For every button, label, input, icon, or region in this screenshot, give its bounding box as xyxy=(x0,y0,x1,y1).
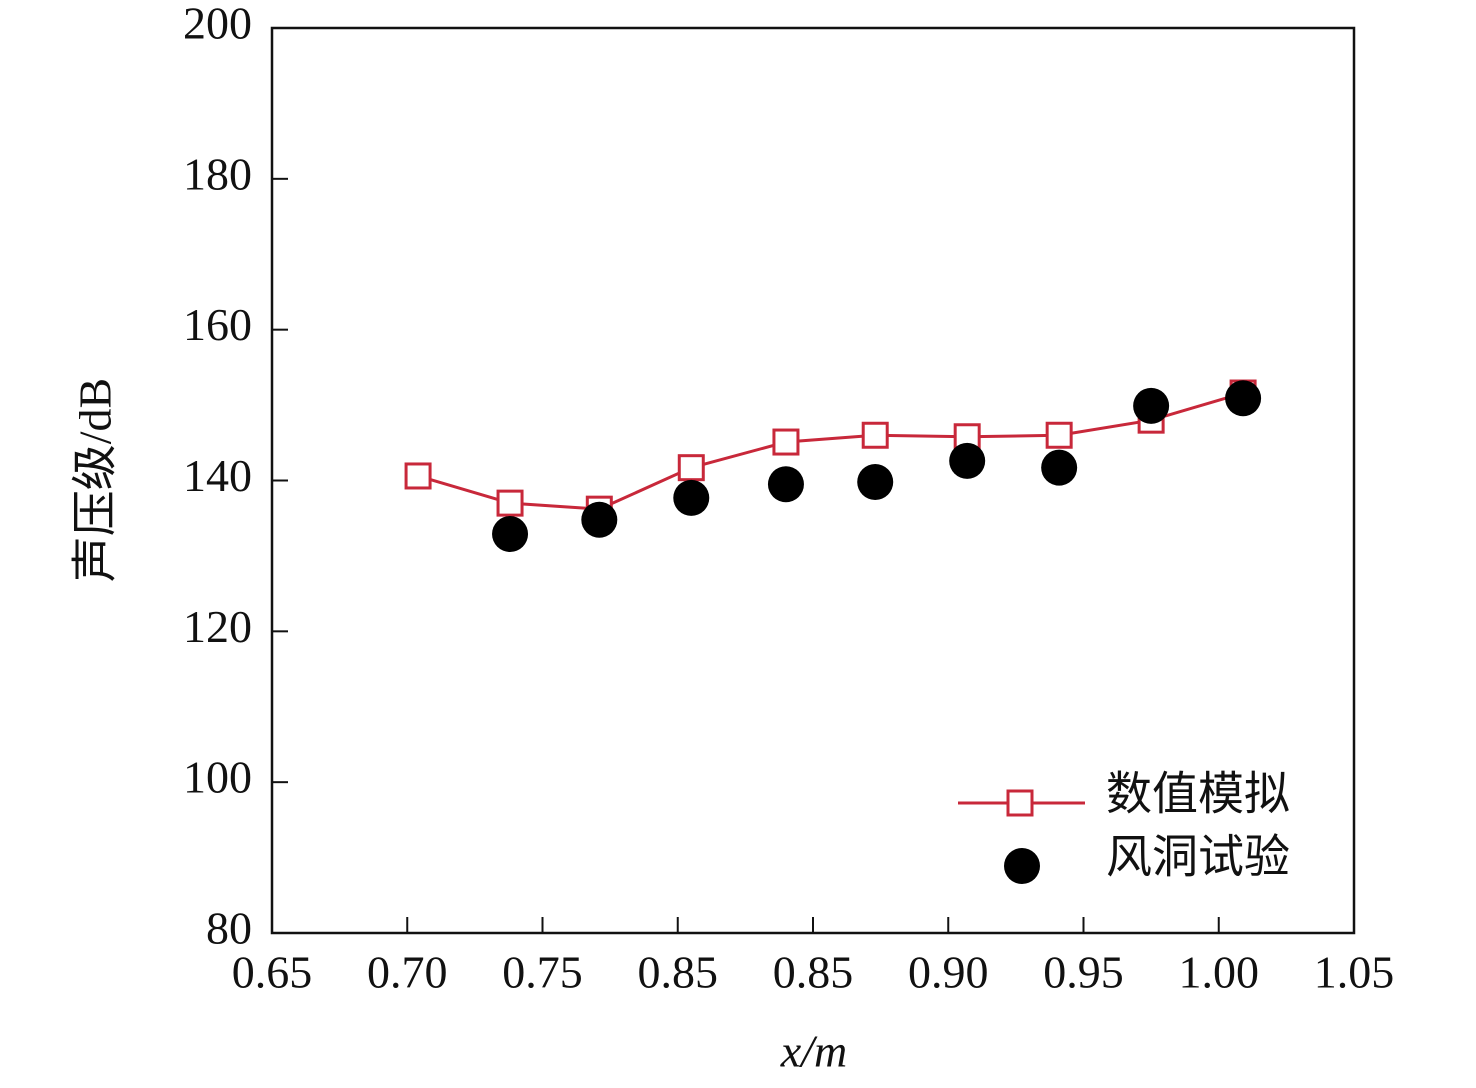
marker xyxy=(949,442,986,479)
x-tick-label: 0.90 xyxy=(908,947,989,998)
marker xyxy=(1133,387,1170,424)
marker xyxy=(1045,421,1073,449)
x-tick-label: 0.75 xyxy=(502,947,583,998)
marker xyxy=(581,501,618,538)
y-tick-label: 80 xyxy=(206,903,252,954)
x-tick-label: 1.05 xyxy=(1314,947,1395,998)
x-axis-label: x/m xyxy=(780,1026,847,1077)
marker xyxy=(861,421,889,449)
marker xyxy=(772,428,800,456)
x-tick-label: 1.00 xyxy=(1179,947,1260,998)
y-tick-label: 140 xyxy=(183,450,252,501)
y-tick-label: 160 xyxy=(183,299,252,350)
legend-label: 风洞试验 xyxy=(1106,832,1290,883)
legend-marker xyxy=(1004,848,1040,884)
marker xyxy=(1041,449,1078,486)
marker xyxy=(404,462,432,490)
x-tick-label: 0.85 xyxy=(638,947,719,998)
x-tick-label: 0.95 xyxy=(1043,947,1124,998)
marker xyxy=(496,489,524,517)
y-tick-label: 100 xyxy=(183,752,252,803)
x-tick-label: 0.70 xyxy=(367,947,448,998)
y-tick-label: 120 xyxy=(183,601,252,652)
y-tick-label: 200 xyxy=(183,0,252,49)
x-tick-label: 0.65 xyxy=(232,947,313,998)
y-tick-label: 180 xyxy=(183,148,252,199)
legend-marker xyxy=(1006,789,1034,817)
marker xyxy=(673,479,710,516)
marker xyxy=(492,516,529,553)
series-line xyxy=(417,391,1244,511)
marker xyxy=(677,454,705,482)
marker xyxy=(857,464,894,501)
y-axis-label: 声压级/dB xyxy=(70,378,121,582)
marker xyxy=(767,466,804,503)
x-tick-label: 0.85 xyxy=(773,947,854,998)
legend-label: 数值模拟 xyxy=(1106,769,1290,820)
marker xyxy=(1225,380,1262,417)
